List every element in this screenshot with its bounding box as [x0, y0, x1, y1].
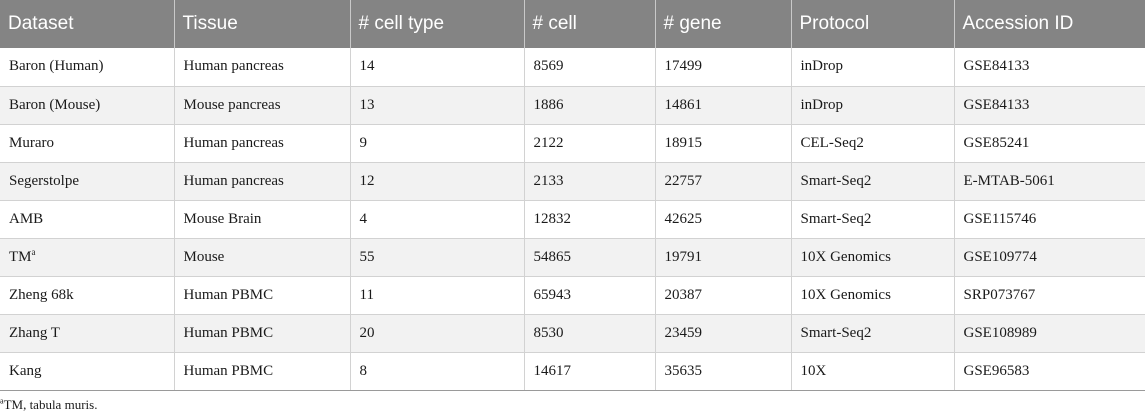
cell-protocol: CEL-Seq2	[790, 124, 954, 163]
cell-cell-type: 12	[349, 162, 524, 201]
cell-accession: GSE85241	[953, 124, 1145, 163]
cell-dataset: TMa	[0, 238, 174, 277]
cell-dataset: Baron (Mouse)	[0, 86, 174, 125]
cell-tissue: Mouse Brain	[173, 200, 350, 239]
cell-protocol: inDrop	[790, 86, 954, 125]
table-header-row: Dataset Tissue # cell type # cell # gene…	[0, 0, 1145, 48]
cell-cell: 8569	[523, 48, 655, 87]
cell-dataset: Muraro	[0, 124, 174, 163]
table-row: Kang Human PBMC 8 14617 35635 10X GSE965…	[0, 352, 1145, 391]
cell-protocol: Smart-Seq2	[790, 314, 954, 353]
cell-cell: 2122	[523, 124, 655, 163]
cell-dataset: Baron (Human)	[0, 48, 174, 87]
cell-cell: 14617	[523, 352, 655, 391]
cell-protocol: inDrop	[790, 48, 954, 87]
cell-cell-type: 13	[349, 86, 524, 125]
cell-protocol: 10X Genomics	[790, 238, 954, 277]
cell-gene: 17499	[654, 48, 791, 87]
cell-tissue: Mouse	[173, 238, 350, 277]
cell-accession: GSE84133	[953, 86, 1145, 125]
cell-cell: 1886	[523, 86, 655, 125]
cell-cell-type: 4	[349, 200, 524, 239]
cell-dataset: Zheng 68k	[0, 276, 174, 315]
cell-accession: GSE109774	[953, 238, 1145, 277]
cell-accession: GSE96583	[953, 352, 1145, 391]
cell-gene: 22757	[654, 162, 791, 201]
cell-tissue: Human pancreas	[173, 48, 350, 87]
cell-gene: 35635	[654, 352, 791, 391]
cell-cell: 12832	[523, 200, 655, 239]
cell-accession: SRP073767	[953, 276, 1145, 315]
table-row: Baron (Mouse) Mouse pancreas 13 1886 148…	[0, 86, 1145, 125]
cell-cell-type: 11	[349, 276, 524, 315]
cell-protocol: Smart-Seq2	[790, 200, 954, 239]
cell-cell-type: 14	[349, 48, 524, 87]
cell-dataset: Zhang T	[0, 314, 174, 353]
cell-cell-type: 20	[349, 314, 524, 353]
table-footnote: aTM, tabula muris.	[0, 397, 97, 413]
cell-dataset: Segerstolpe	[0, 162, 174, 201]
cell-cell-type: 9	[349, 124, 524, 163]
table-row: Muraro Human pancreas 9 2122 18915 CEL-S…	[0, 124, 1145, 163]
cell-accession: GSE84133	[953, 48, 1145, 87]
cell-tissue: Human PBMC	[173, 314, 350, 353]
cell-gene: 20387	[654, 276, 791, 315]
cell-accession: E-MTAB-5061	[953, 162, 1145, 201]
table-row: AMB Mouse Brain 4 12832 42625 Smart-Seq2…	[0, 200, 1145, 239]
footnote-text: TM, tabula muris.	[3, 397, 98, 412]
cell-gene: 19791	[654, 238, 791, 277]
cell-cell-type: 8	[349, 352, 524, 391]
table-row: Segerstolpe Human pancreas 12 2133 22757…	[0, 162, 1145, 201]
cell-tissue: Human pancreas	[173, 162, 350, 201]
table-row: Zhang T Human PBMC 20 8530 23459 Smart-S…	[0, 314, 1145, 353]
cell-tissue: Mouse pancreas	[173, 86, 350, 125]
cell-cell: 65943	[523, 276, 655, 315]
cell-dataset: AMB	[0, 200, 174, 239]
cell-gene: 14861	[654, 86, 791, 125]
cell-accession: GSE115746	[953, 200, 1145, 239]
table-row: TMa Mouse 55 54865 19791 10X Genomics GS…	[0, 238, 1145, 277]
header-tissue: Tissue	[173, 0, 350, 48]
cell-tissue: Human PBMC	[173, 352, 350, 391]
cell-protocol: 10X Genomics	[790, 276, 954, 315]
header-cell-type: # cell type	[349, 0, 524, 48]
cell-dataset: Kang	[0, 352, 174, 391]
footnote-marker: a	[31, 246, 36, 257]
cell-accession: GSE108989	[953, 314, 1145, 353]
header-dataset: Dataset	[8, 13, 74, 34]
cell-cell: 2133	[523, 162, 655, 201]
cell-gene: 18915	[654, 124, 791, 163]
header-cell: # cell	[523, 0, 655, 48]
header-accession-id: Accession ID	[953, 0, 1145, 48]
dataset-table: Dataset Tissue # cell type # cell # gene…	[0, 0, 1145, 391]
cell-tissue: Human pancreas	[173, 124, 350, 163]
header-gene: # gene	[654, 0, 791, 48]
cell-protocol: 10X	[790, 352, 954, 391]
cell-cell: 8530	[523, 314, 655, 353]
dataset-name: TM	[9, 248, 32, 265]
cell-gene: 42625	[654, 200, 791, 239]
cell-protocol: Smart-Seq2	[790, 162, 954, 201]
header-protocol: Protocol	[790, 0, 954, 48]
cell-cell-type: 55	[349, 238, 524, 277]
cell-cell: 54865	[523, 238, 655, 277]
table-row: Zheng 68k Human PBMC 11 65943 20387 10X …	[0, 276, 1145, 315]
footnote-marker: a	[0, 396, 4, 406]
cell-gene: 23459	[654, 314, 791, 353]
cell-tissue: Human PBMC	[173, 276, 350, 315]
table-row: Baron (Human) Human pancreas 14 8569 174…	[0, 48, 1145, 87]
